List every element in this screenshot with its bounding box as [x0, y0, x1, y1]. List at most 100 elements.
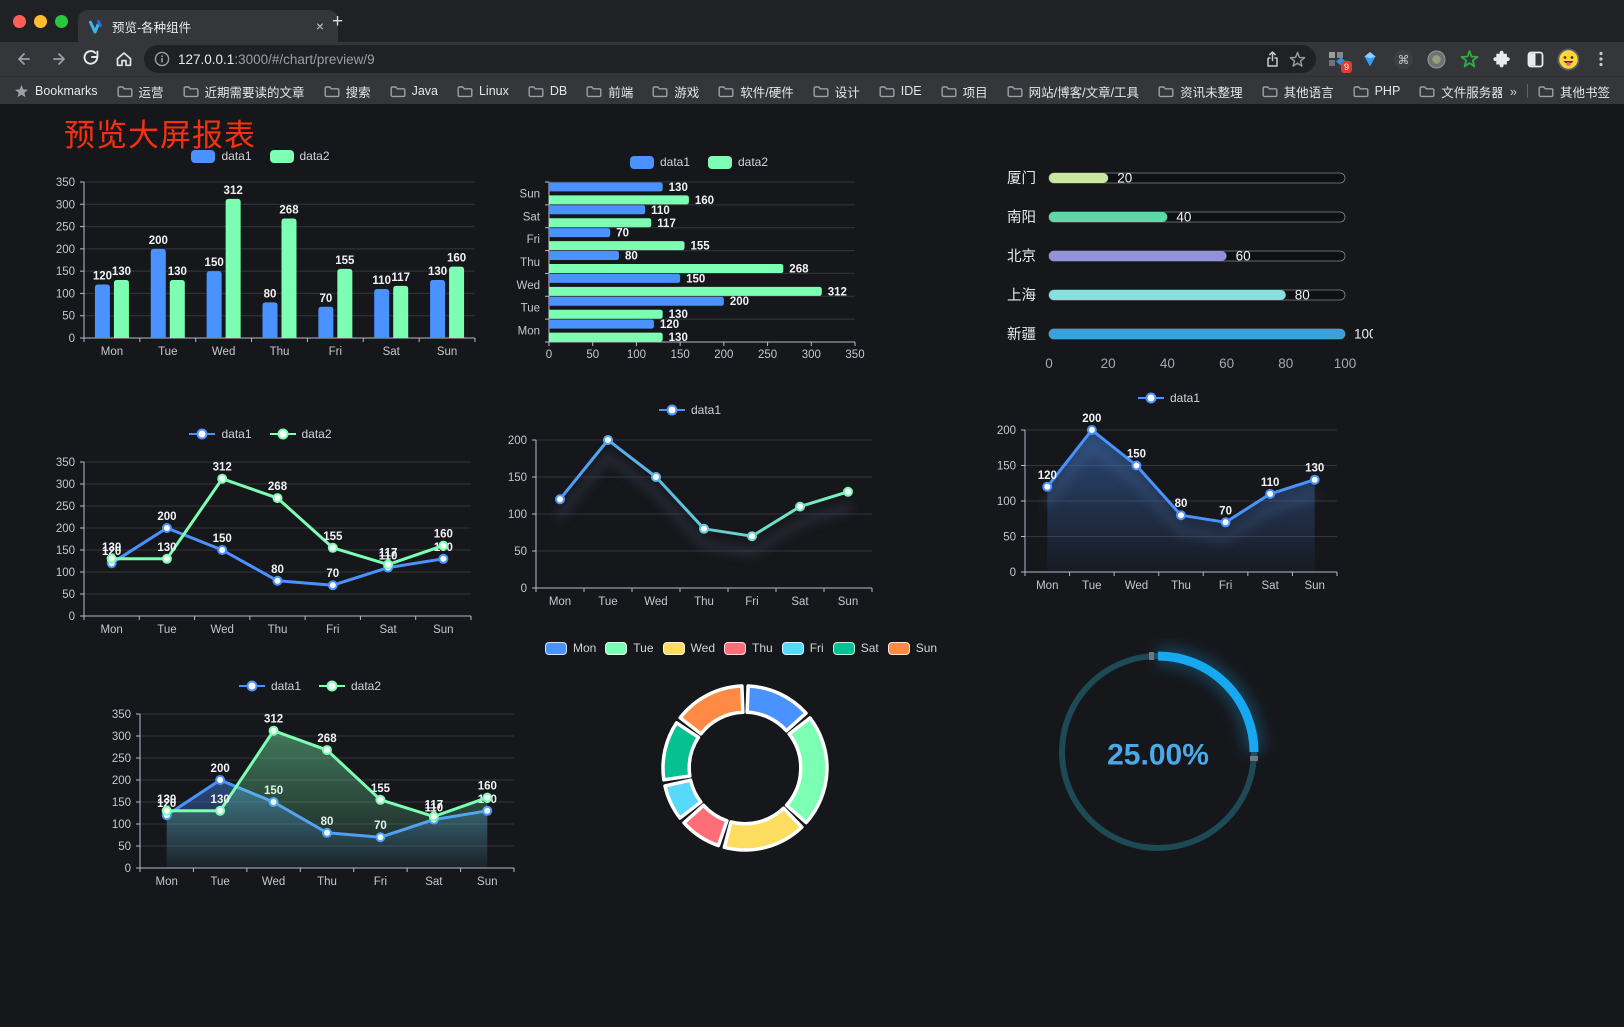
zoom-window-button[interactable]: [55, 15, 68, 28]
menu-icon[interactable]: [1590, 47, 1612, 71]
bookmark-folder[interactable]: 设计: [813, 82, 860, 101]
bookmark-folder[interactable]: Java: [390, 84, 438, 98]
bookmarks-list: Bookmarks 运营 近期需要读的文章 搜索 Java Linux DB 前端 游戏 软件/…: [14, 82, 1502, 101]
extension-blocks-icon[interactable]: 9: [1326, 47, 1352, 73]
legend-item-data2[interactable]: data2: [319, 679, 381, 693]
bookmark-folder[interactable]: 网站/博客/文章/工具: [1007, 82, 1139, 101]
minimize-window-button[interactable]: [34, 15, 47, 28]
extension-command-icon[interactable]: ⌘: [1392, 47, 1414, 71]
svg-text:Tue: Tue: [210, 876, 229, 888]
donut-slice-Mon[interactable]: [745, 684, 808, 733]
donut-slice-Sat[interactable]: [661, 721, 701, 782]
chart-bar-horizontal: data1 data2 0 50 100 150 200 250 300 350 Sun 130 160…: [503, 150, 895, 366]
line-gradient-plot: 0 50 100 150 200 Mon Tue Wed Thu Fri Sat Sun: [508, 435, 873, 608]
legend-item-Mon[interactable]: Mon: [544, 641, 596, 655]
bookmark-folder[interactable]: Linux: [457, 84, 509, 98]
home-button[interactable]: [107, 45, 140, 73]
legend-item-Thu[interactable]: Thu: [724, 641, 773, 655]
legend-item-data2[interactable]: data2: [269, 427, 332, 441]
bookmark-folder[interactable]: 运营: [117, 82, 164, 101]
back-button[interactable]: [8, 45, 41, 73]
legend-item-data2[interactable]: data2: [269, 149, 330, 163]
extension-star-icon[interactable]: [1458, 47, 1480, 71]
other-bookmarks-folder[interactable]: 其他书签: [1538, 82, 1610, 101]
bookmark-folder[interactable]: DB: [528, 84, 567, 98]
bookmark-folder[interactable]: 近期需要读的文章: [183, 82, 305, 101]
svg-text:150: 150: [686, 273, 705, 285]
browser-tab[interactable]: 预览-各种组件 ×: [78, 10, 338, 42]
svg-text:150: 150: [213, 533, 232, 545]
svg-text:150: 150: [1127, 449, 1146, 461]
svg-text:155: 155: [335, 255, 355, 267]
svg-text:60: 60: [1236, 249, 1251, 264]
bookmark-folder[interactable]: PHP: [1353, 84, 1400, 98]
svg-text:200: 200: [508, 435, 527, 447]
svg-text:Wed: Wed: [210, 624, 233, 636]
bookmark-folder[interactable]: 前端: [586, 82, 633, 101]
bookmark-folder[interactable]: 项目: [941, 82, 988, 101]
bookmark-folder-label: 网站/博客/文章/工具: [1028, 85, 1140, 100]
svg-text:350: 350: [56, 457, 75, 469]
new-tab-button[interactable]: +: [332, 11, 344, 32]
bookmark-folder[interactable]: IDE: [879, 84, 922, 98]
reload-button[interactable]: [74, 45, 107, 73]
legend-item-Wed[interactable]: Wed: [662, 641, 715, 655]
donut-slice-Tue[interactable]: [784, 716, 829, 825]
bar-data2-Fri: [337, 268, 353, 338]
donut-slice-Sun[interactable]: [678, 684, 745, 736]
svg-text:Sat: Sat: [791, 596, 809, 608]
close-window-button[interactable]: [13, 15, 26, 28]
bookmark-folder-label: 软件/硬件: [740, 85, 794, 100]
bookmarks-overflow-button[interactable]: »: [1509, 83, 1517, 99]
svg-text:160: 160: [447, 253, 466, 265]
legend-item-data1[interactable]: data1: [238, 679, 301, 693]
bookmarks-apps-item[interactable]: Bookmarks: [14, 84, 98, 99]
donut-slice-Wed[interactable]: [722, 806, 804, 852]
svg-text:40: 40: [1160, 356, 1175, 371]
svg-text:200: 200: [56, 523, 75, 535]
svg-text:117: 117: [425, 800, 444, 812]
legend-item-data2[interactable]: data2: [708, 155, 768, 169]
bookmark-folder[interactable]: 软件/硬件: [718, 82, 794, 101]
donut-slice-Fri[interactable]: [663, 778, 703, 820]
svg-text:北京: 北京: [1007, 248, 1036, 265]
profile-avatar[interactable]: [1557, 47, 1579, 71]
tab-close-icon[interactable]: ×: [315, 18, 324, 34]
extension-gem-icon[interactable]: [1359, 47, 1381, 71]
url-bar[interactable]: 127.0.0.1:3000/#/chart/preview/9: [144, 45, 1316, 73]
legend-item-data1[interactable]: data1: [1137, 391, 1200, 405]
legend-item-Fri[interactable]: Fri: [781, 641, 824, 655]
legend-marker: [269, 428, 296, 440]
legend-item-data1[interactable]: data1: [658, 403, 721, 417]
share-icon[interactable]: [1264, 50, 1281, 68]
legend-item-Tue[interactable]: Tue: [605, 641, 654, 655]
bookmark-folder[interactable]: 文件服务器: [1419, 82, 1502, 101]
extensions-puzzle-icon[interactable]: [1491, 47, 1513, 71]
reading-mode-icon[interactable]: [1524, 47, 1546, 71]
bookmark-star-icon[interactable]: [1289, 51, 1306, 68]
forward-button[interactable]: [41, 45, 74, 73]
bookmark-folder[interactable]: 其他语言: [1262, 82, 1334, 101]
bookmark-folder[interactable]: 搜索: [324, 82, 371, 101]
site-info-icon[interactable]: [154, 51, 170, 67]
svg-text:130: 130: [112, 266, 131, 278]
chart-area-two-series: data1 data2 0 50 100 150 200 250 300 350 Mon Tue Wed…: [94, 674, 526, 894]
progress-pill-上海: [1049, 290, 1286, 300]
bookmark-folder[interactable]: 资讯未整理: [1158, 82, 1243, 101]
legend-item-Sun[interactable]: Sun: [887, 641, 938, 655]
legend-item-data1[interactable]: data1: [191, 149, 252, 163]
window-controls: [13, 15, 68, 28]
legend-label: Fri: [809, 641, 824, 655]
legend-item-Sat[interactable]: Sat: [832, 641, 879, 655]
svg-text:300: 300: [112, 731, 131, 743]
bookmark-folder-label: 设计: [834, 85, 860, 100]
bookmark-folder[interactable]: 游戏: [652, 82, 699, 101]
hbar-data1-Sat: [549, 205, 646, 215]
legend-item-data1[interactable]: data1: [189, 427, 252, 441]
legend-item-data1[interactable]: data1: [629, 155, 690, 169]
donut-slice-Thu[interactable]: [682, 803, 729, 848]
extension-record-icon[interactable]: [1425, 47, 1447, 71]
legend-label: Sun: [915, 641, 938, 655]
page-title: 预览大屏报表: [64, 118, 256, 153]
svg-text:200: 200: [1082, 413, 1101, 425]
